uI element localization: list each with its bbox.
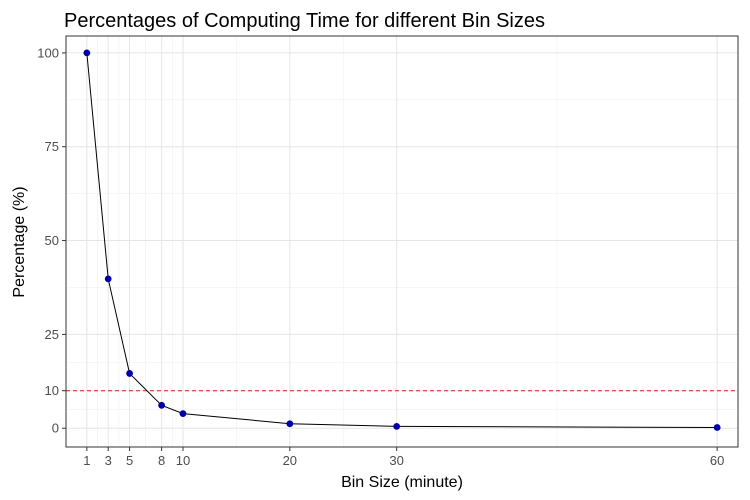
grid <box>66 36 738 447</box>
x-tick-label: 10 <box>176 453 190 468</box>
chart-title: Percentages of Computing Time for differ… <box>64 10 545 32</box>
data-point <box>393 422 401 430</box>
x-axis: 1 3 5 8 10 20 30 60 <box>83 447 724 468</box>
panel-border <box>65 35 739 448</box>
y-axis-title: Percentage (%) <box>11 186 28 297</box>
data-point <box>104 275 112 283</box>
y-axis: 0 10 25 50 75 100 <box>37 45 66 436</box>
y-tick-label: 0 <box>52 421 59 436</box>
x-tick-label: 60 <box>710 453 724 468</box>
x-tick-label: 20 <box>283 453 297 468</box>
x-tick-label: 30 <box>389 453 403 468</box>
data-point <box>126 370 133 377</box>
series <box>83 49 721 431</box>
y-tick-label: 100 <box>37 45 59 60</box>
x-tick-label: 1 <box>83 453 90 468</box>
data-point <box>713 424 721 431</box>
y-tick-label: 25 <box>45 327 59 342</box>
y-tick-label: 75 <box>45 139 59 154</box>
y-tick-label: 10 <box>45 383 59 398</box>
x-tick-label: 3 <box>105 453 112 468</box>
data-point <box>179 410 187 417</box>
data-point <box>83 49 91 57</box>
x-tick-label: 8 <box>158 453 165 468</box>
data-point <box>286 420 294 428</box>
series-line <box>86 52 718 428</box>
x-axis-title: Bin Size (minute) <box>341 474 463 491</box>
data-point <box>158 401 166 409</box>
y-tick-label: 50 <box>45 233 59 248</box>
x-tick-label: 5 <box>126 453 133 468</box>
